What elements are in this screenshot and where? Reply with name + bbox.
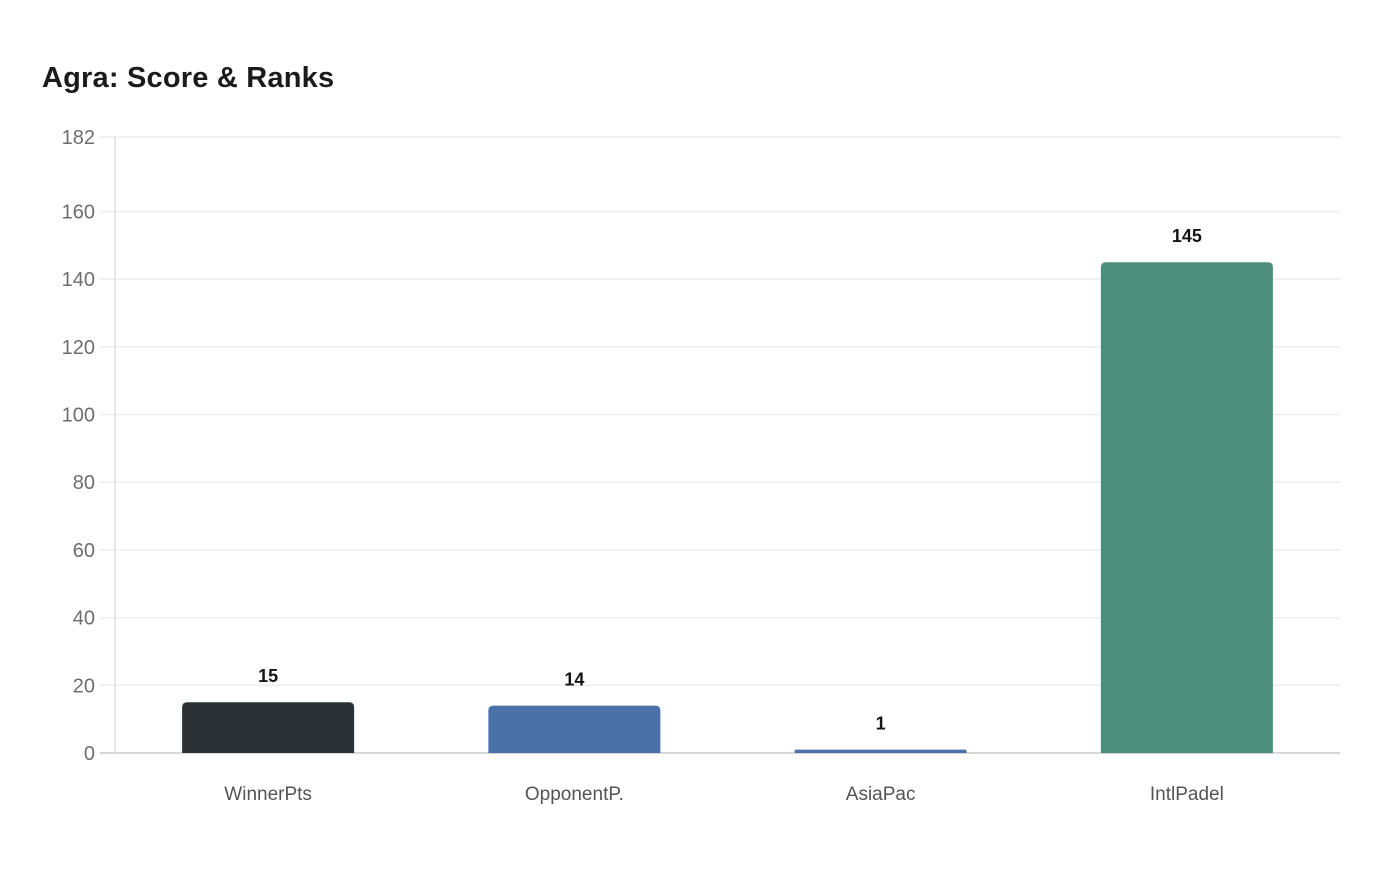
y-tick-label: 100 — [62, 405, 95, 427]
x-tick-label: OpponentP. — [525, 784, 624, 805]
y-tick-label: 80 — [73, 472, 95, 494]
x-tick-label: AsiaPac — [846, 784, 916, 805]
y-tick-label: 40 — [73, 608, 95, 630]
bar-winnerpts — [182, 702, 355, 753]
y-tick-label: 60 — [73, 540, 95, 562]
y-tick-label: 20 — [73, 675, 95, 697]
value-label: 145 — [1172, 226, 1202, 246]
x-tick-label: IntlPadel — [1150, 784, 1224, 805]
y-tick-label: 160 — [62, 201, 95, 223]
chart-title: Agra: Score & Ranks — [42, 62, 335, 94]
bar-intlpadel — [1100, 262, 1273, 753]
y-tick-label: 120 — [62, 337, 95, 359]
y-tick-label: 140 — [62, 269, 95, 291]
value-label: 14 — [564, 670, 584, 690]
x-tick-label: WinnerPts — [224, 784, 312, 805]
y-tick-label: 182 — [62, 127, 95, 149]
value-label: 15 — [258, 666, 278, 686]
y-tick-label: 0 — [84, 743, 95, 765]
bar-opponentp — [488, 705, 661, 753]
value-label: 1 — [876, 714, 886, 734]
bar-asiapac — [794, 749, 967, 753]
